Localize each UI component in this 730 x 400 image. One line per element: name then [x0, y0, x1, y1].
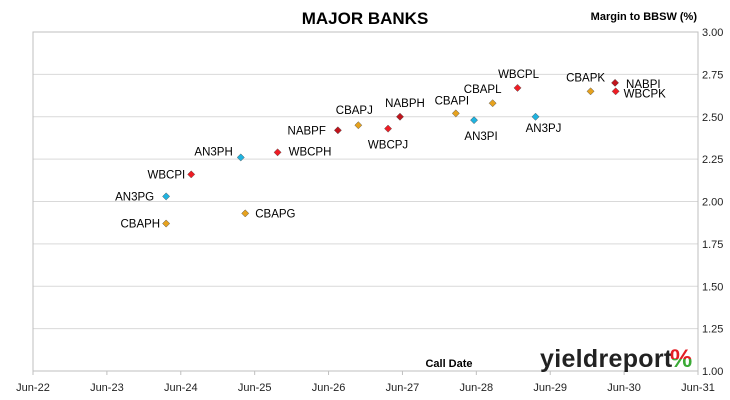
- y-tick-label: 1.50: [702, 281, 723, 293]
- point-label-wbcpj: WBCPJ: [368, 140, 408, 152]
- point-label-cbapg: CBAPG: [255, 208, 295, 220]
- point-label-wbcpk: WBCPK: [624, 88, 667, 100]
- point-label-nabph: NABPH: [385, 98, 425, 110]
- x-tick-label: Jun-29: [533, 382, 567, 394]
- logo-wordmark: yieldreport: [540, 345, 673, 373]
- point-marker-cbapi: [451, 109, 460, 118]
- point-marker-cbaph: [162, 219, 171, 228]
- y-tick-label: 2.75: [702, 69, 723, 81]
- y-axis-title: Margin to BBSW (%): [591, 11, 698, 23]
- plot-area: [32, 31, 699, 372]
- x-tick-label: Jun-26: [312, 382, 346, 394]
- point-label-wbcpi: WBCPI: [148, 169, 186, 181]
- y-tick-label: 2.50: [702, 112, 723, 124]
- point-label-cbaph: CBAPH: [120, 219, 160, 231]
- point-marker-cbapj: [354, 121, 363, 130]
- y-tick-label: 3.00: [702, 27, 723, 39]
- point-marker-nabpi: [611, 78, 620, 87]
- x-tick-label: Jun-23: [90, 382, 124, 394]
- point-label-wbcpl: WBCPL: [498, 69, 540, 81]
- x-tick-label: Jun-31: [681, 382, 715, 394]
- x-axis-ticks: Jun-22 Jun-23 Jun-24 Jun-25 Jun-26 Jun-27 Jun-…: [16, 371, 715, 394]
- data-points: CBAPH AN3PG WBCPI CBAPG AN3PH WBCPH NABPF CBAPJ…: [115, 69, 666, 231]
- point-marker-an3pg: [162, 192, 171, 201]
- point-label-wbcph: WBCPH: [289, 146, 332, 158]
- point-label-an3ph: AN3PH: [194, 146, 232, 158]
- x-tick-label: Jun-27: [386, 382, 420, 394]
- y-tick-label: 2.00: [702, 197, 723, 209]
- point-label-nabpf: NABPF: [288, 125, 326, 137]
- y-tick-label: 1.75: [702, 239, 723, 251]
- point-marker-an3ph: [236, 153, 245, 162]
- point-label-cbapk: CBAPK: [566, 72, 605, 84]
- point-marker-cbapg: [241, 209, 250, 218]
- x-axis-title: Call Date: [425, 358, 472, 370]
- point-label-cbapj: CBAPJ: [336, 105, 373, 117]
- point-marker-nabph: [396, 112, 404, 121]
- point-marker-wbcpl: [513, 83, 522, 92]
- y-tick-label: 1.00: [702, 366, 723, 378]
- logo-percent-sign: %: [670, 345, 692, 373]
- y-tick-label: 2.25: [702, 154, 723, 166]
- point-label-cbapi: CBAPI: [435, 95, 470, 107]
- point-marker-an3pj: [531, 112, 540, 121]
- point-marker-wbcpk: [611, 87, 620, 96]
- x-tick-label: Jun-30: [607, 382, 641, 394]
- point-marker-wbcph: [273, 148, 282, 157]
- x-tick-label: Jun-22: [16, 382, 50, 394]
- x-tick-label: Jun-24: [164, 382, 198, 394]
- point-label-nabpi: NABPI: [626, 79, 661, 91]
- y-tick-label: 1.25: [702, 324, 723, 336]
- point-label-cbapl: CBAPL: [464, 84, 502, 96]
- point-marker-wbcpi: [187, 170, 196, 179]
- point-marker-nabpf: [333, 126, 342, 135]
- point-label-an3pg: AN3PG: [115, 191, 154, 203]
- point-marker-an3pi: [470, 116, 478, 125]
- point-marker-cbapk: [586, 87, 595, 96]
- x-tick-label: Jun-28: [460, 382, 494, 394]
- x-tick-label: Jun-25: [238, 382, 272, 394]
- point-marker-cbapl: [488, 99, 497, 108]
- yieldreport-logo: yieldreport %: [540, 345, 692, 373]
- y-axis-ticks: 1.00 1.25 1.50 1.75 2.00 2.25 2.50 2.75 3.00: [702, 27, 723, 378]
- chart-title: MAJOR BANKS: [302, 9, 429, 28]
- point-label-an3pj: AN3PJ: [526, 123, 562, 135]
- point-marker-wbcpj: [384, 124, 393, 133]
- point-label-an3pi: AN3PI: [464, 131, 497, 143]
